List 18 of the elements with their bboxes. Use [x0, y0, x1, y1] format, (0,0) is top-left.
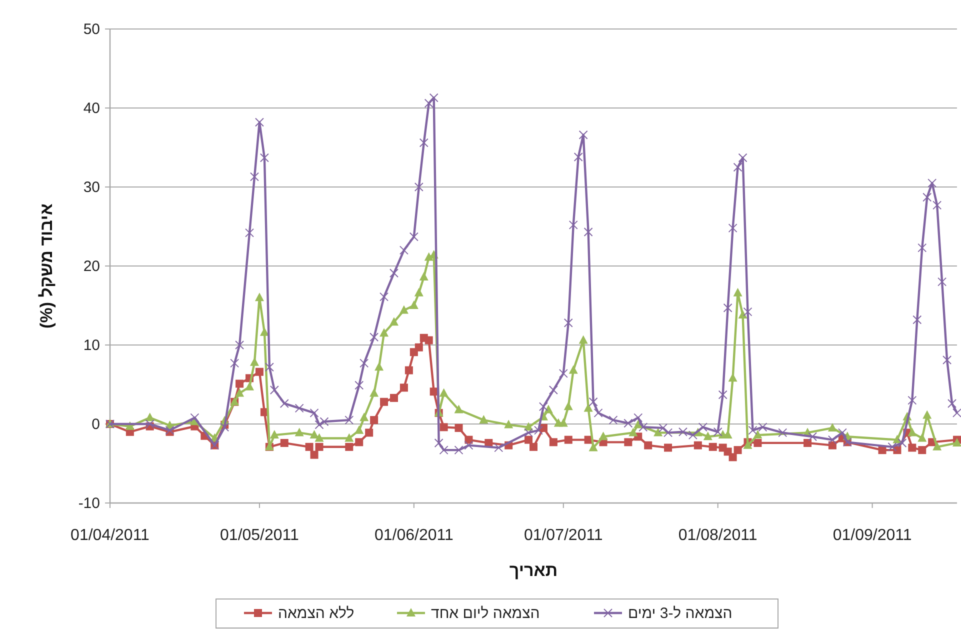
y-tick-label: 50	[83, 21, 100, 38]
y-tick-label: 30	[83, 179, 100, 196]
legend-label: ללא הצמאה	[278, 605, 354, 622]
x-tick-label: 01/06/2011	[374, 527, 454, 544]
y-tick-label: 0	[92, 416, 100, 433]
y-tick-label: -10	[78, 495, 100, 512]
y-tick-label: 20	[83, 258, 100, 275]
y-axis-title: איבוד משקל (%)	[37, 203, 56, 328]
y-tick-label: 40	[83, 100, 100, 117]
x-tick-label: 01/08/2011	[678, 527, 758, 544]
y-tick-label: 10	[83, 337, 100, 354]
legend-label: הצמאה ל-3 ימים	[628, 605, 732, 622]
x-tick-label: 01/05/2011	[220, 527, 300, 544]
x-tick-label: 01/04/2011	[70, 527, 150, 544]
x-tick-label: 01/07/2011	[524, 527, 603, 544]
x-tick-label: 01/09/2011	[832, 527, 912, 544]
legend-label: הצמאה ליום אחד	[431, 605, 540, 622]
x-axis-title: תאריך	[509, 561, 558, 580]
